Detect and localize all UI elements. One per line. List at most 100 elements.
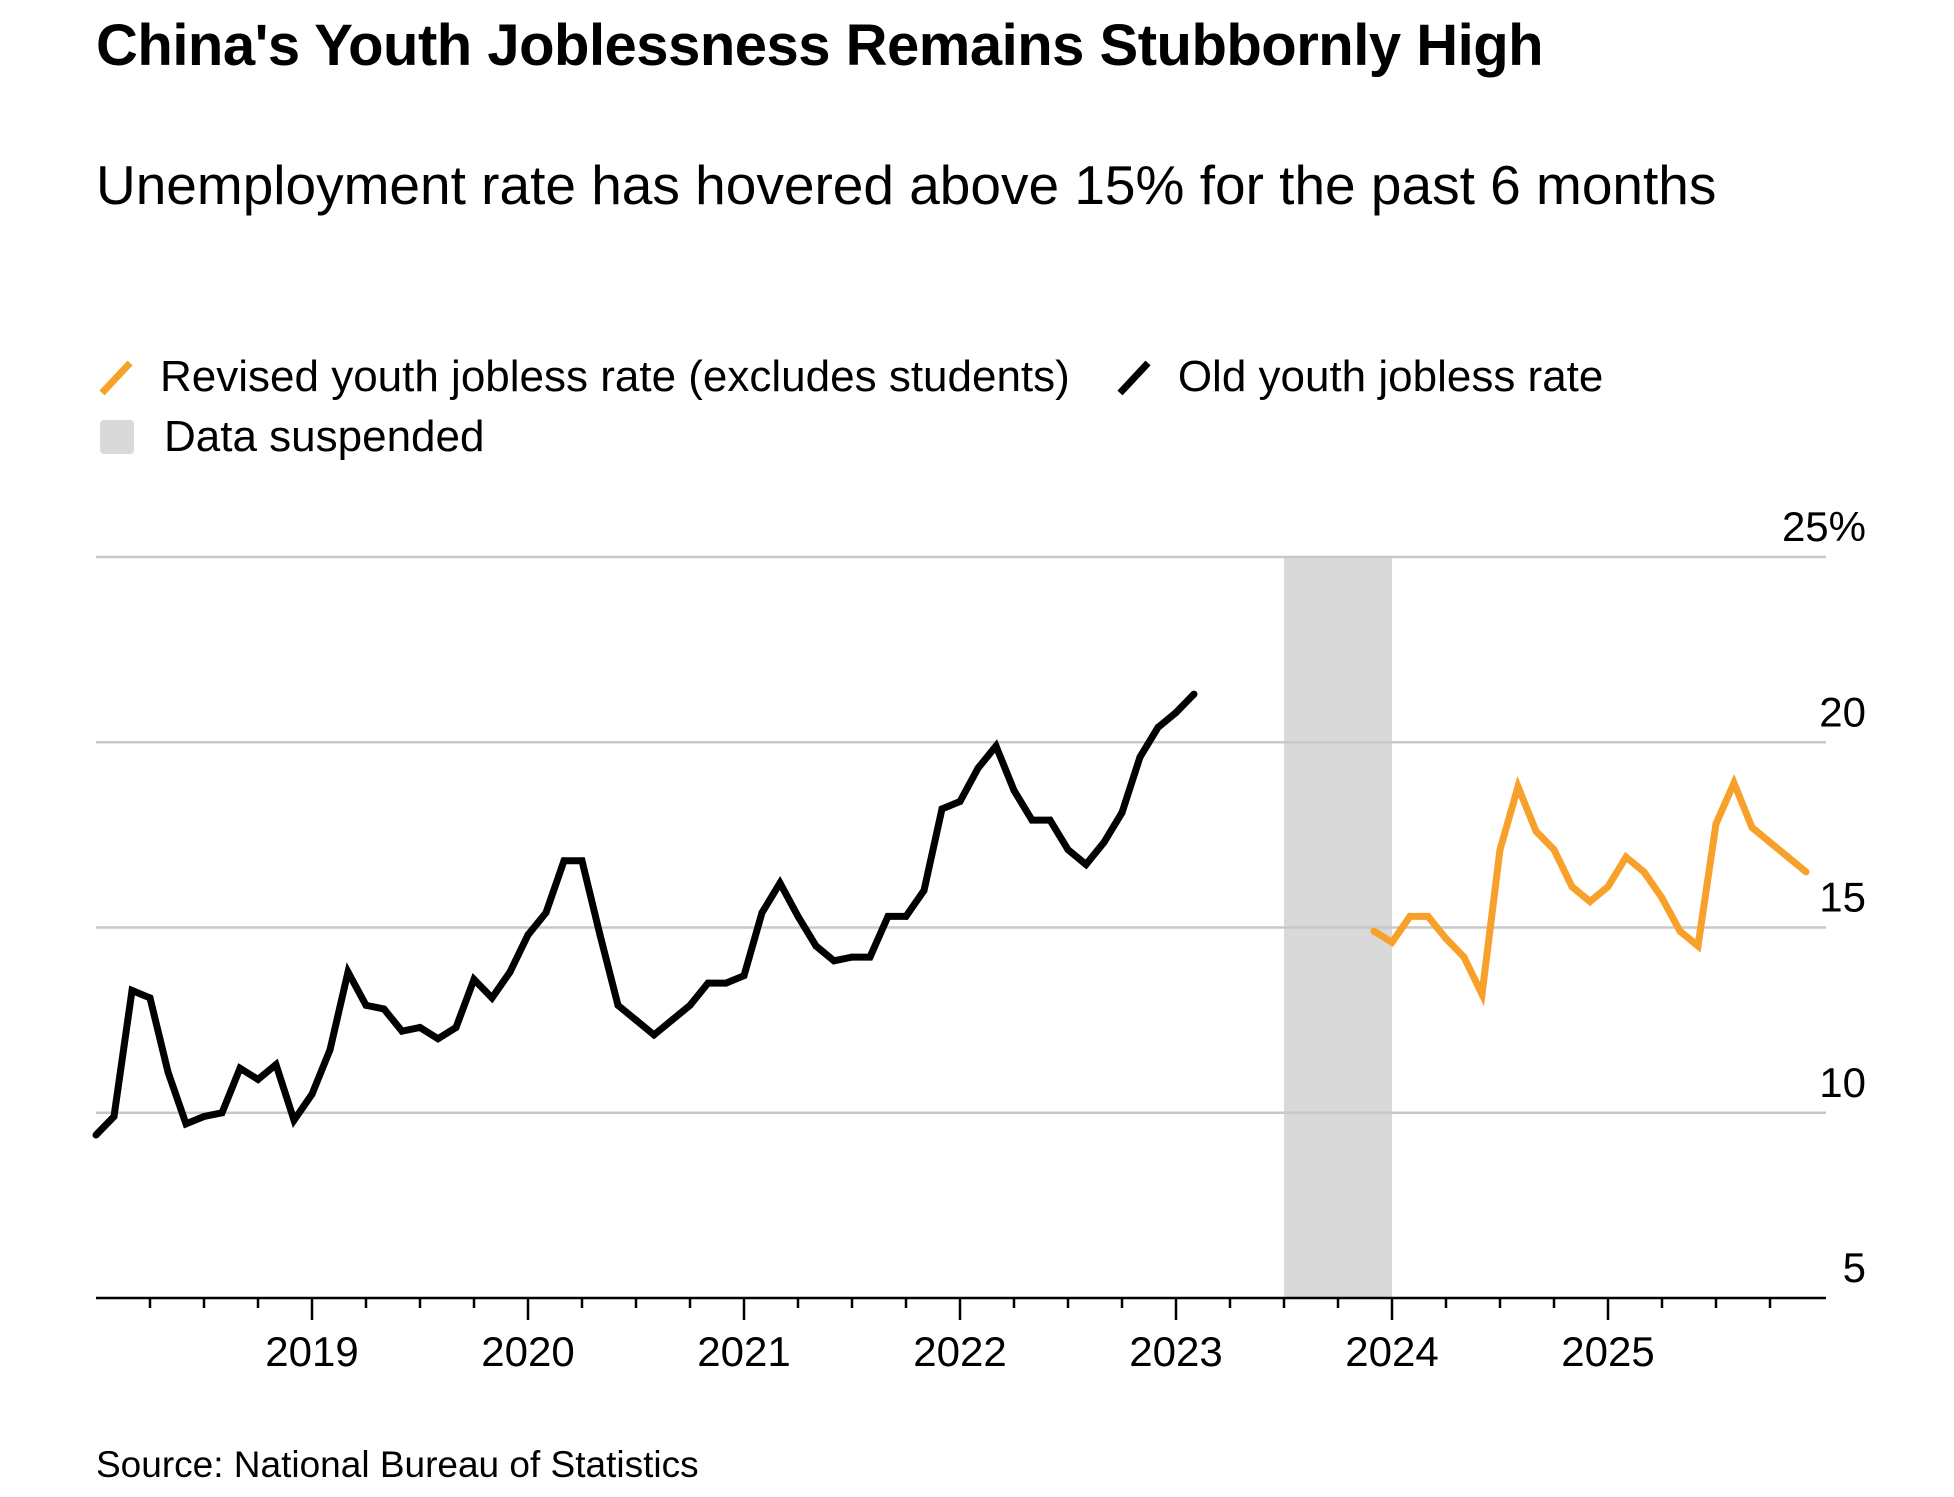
data-point-old-rate xyxy=(992,742,1000,750)
data-point-revised-rate xyxy=(1766,838,1774,846)
data-point-old-rate xyxy=(200,1113,208,1120)
data-point-old-rate xyxy=(488,994,496,1002)
data-point-revised-rate xyxy=(1640,868,1648,876)
y-tick-label: 5 xyxy=(1843,1244,1866,1291)
y-tick-label: 20 xyxy=(1819,688,1866,735)
data-point-old-rate xyxy=(884,912,892,920)
data-point-old-rate xyxy=(1100,838,1108,846)
data-point-old-rate xyxy=(416,1024,424,1031)
data-point-revised-rate xyxy=(1514,783,1522,791)
data-point-old-rate xyxy=(1028,816,1036,824)
legend-label-suspended: Data suspended xyxy=(164,412,485,461)
data-point-old-rate xyxy=(1064,846,1072,854)
legend: Revised youth jobless rate (excludes stu… xyxy=(96,352,1647,402)
data-point-old-rate xyxy=(164,1068,172,1076)
data-point-old-rate xyxy=(272,1061,280,1069)
data-point-old-rate xyxy=(902,912,910,920)
data-point-old-rate xyxy=(218,1109,226,1117)
data-point-old-rate xyxy=(128,987,136,994)
source-note: Source: National Bureau of Statistics xyxy=(96,1444,699,1485)
x-tick-label: 2022 xyxy=(913,1328,1006,1375)
data-point-old-rate xyxy=(866,953,874,961)
y-tick-label: 15 xyxy=(1819,874,1866,921)
data-point-old-rate xyxy=(542,909,550,917)
data-point-old-rate xyxy=(740,972,748,980)
data-point-old-rate xyxy=(326,1046,334,1054)
data-point-old-rate xyxy=(182,1120,190,1128)
data-point-old-rate xyxy=(704,979,712,987)
data-point-old-rate xyxy=(506,968,514,976)
black-line-swatch-icon xyxy=(1117,360,1151,396)
data-point-old-rate xyxy=(362,1001,370,1009)
data-point-old-rate xyxy=(254,1075,262,1083)
x-tick-label: 2023 xyxy=(1129,1328,1222,1375)
data-point-old-rate xyxy=(614,1001,622,1009)
data-point-old-rate xyxy=(758,909,766,917)
orange-line-swatch-icon xyxy=(99,360,133,396)
data-point-revised-rate xyxy=(1802,868,1810,876)
legend-item-suspended: Data suspended xyxy=(96,412,484,462)
data-point-old-rate xyxy=(110,1113,118,1120)
data-point-old-rate xyxy=(470,975,478,983)
data-point-revised-rate xyxy=(1676,927,1684,935)
data-point-old-rate xyxy=(560,857,568,865)
data-point-old-rate xyxy=(578,857,586,865)
data-point-revised-rate xyxy=(1550,846,1558,854)
data-point-old-rate xyxy=(650,1031,658,1039)
data-point-old-rate xyxy=(1010,786,1018,794)
data-point-old-rate xyxy=(938,805,946,813)
chart-subtitle: Unemployment rate has hovered above 15% … xyxy=(96,154,1717,216)
x-tick-label: 2025 xyxy=(1561,1328,1654,1375)
data-point-old-rate xyxy=(398,1027,406,1035)
data-point-revised-rate xyxy=(1460,953,1468,961)
data-point-revised-rate xyxy=(1568,883,1576,891)
data-point-old-rate xyxy=(1082,861,1090,868)
x-tick-label: 2020 xyxy=(481,1328,574,1375)
data-point-old-rate xyxy=(92,1131,100,1139)
data-point-revised-rate xyxy=(1604,883,1612,891)
data-point-old-rate xyxy=(956,798,964,805)
data-point-old-rate xyxy=(668,1016,676,1024)
data-point-revised-rate xyxy=(1496,846,1504,854)
data-point-old-rate xyxy=(830,957,838,965)
legend-item-revised: Revised youth jobless rate (excludes stu… xyxy=(96,352,1070,402)
data-point-revised-rate xyxy=(1694,942,1702,950)
data-point-old-rate xyxy=(452,1024,460,1031)
data-point-old-rate xyxy=(1172,709,1180,717)
data-point-old-rate xyxy=(1136,753,1144,761)
data-point-revised-rate xyxy=(1532,827,1540,835)
data-point-old-rate xyxy=(344,968,352,976)
data-point-old-rate xyxy=(290,1116,298,1124)
x-tick-label: 2024 xyxy=(1345,1328,1438,1375)
data-point-revised-rate xyxy=(1784,853,1792,861)
gray-square-swatch-icon xyxy=(100,420,134,454)
legend-row-2: Data suspended xyxy=(96,412,528,462)
data-point-revised-rate xyxy=(1658,894,1666,902)
data-point-old-rate xyxy=(1118,809,1126,817)
x-tick-label: 2021 xyxy=(697,1328,790,1375)
data-point-old-rate xyxy=(776,879,784,887)
data-point-old-rate xyxy=(434,1035,442,1043)
data-point-revised-rate xyxy=(1622,853,1630,861)
series-line-old-rate xyxy=(93,691,1197,1138)
data-point-revised-rate xyxy=(1748,824,1756,831)
data-point-old-rate xyxy=(146,994,154,1002)
data-point-old-rate xyxy=(686,1001,694,1009)
data-point-old-rate xyxy=(1190,690,1198,698)
data-point-old-rate xyxy=(596,931,604,939)
y-tick-label: 25% xyxy=(1782,503,1866,550)
chart-title: China's Youth Joblessness Remains Stubbo… xyxy=(96,13,1544,78)
line-chart: 5 10 15 20 25% 2019 2020 2021 2022 2023 2024 2025 xyxy=(92,503,1866,1375)
data-point-revised-rate xyxy=(1712,820,1720,828)
data-point-old-rate xyxy=(1046,816,1054,824)
data-point-revised-rate xyxy=(1730,779,1738,787)
data-point-revised-rate xyxy=(1388,938,1396,946)
data-point-old-rate xyxy=(920,887,928,894)
data-point-old-rate xyxy=(848,953,856,961)
data-point-revised-rate xyxy=(1442,935,1450,943)
data-point-old-rate xyxy=(524,931,532,939)
data-point-revised-rate xyxy=(1370,927,1378,935)
data-point-revised-rate xyxy=(1478,990,1486,998)
data-point-old-rate xyxy=(722,979,730,987)
y-tick-label: 10 xyxy=(1819,1059,1866,1106)
